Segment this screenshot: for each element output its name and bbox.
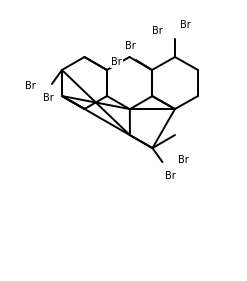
Text: Br: Br — [125, 41, 135, 51]
Text: Br: Br — [165, 171, 176, 181]
Text: Br: Br — [180, 20, 191, 30]
Text: Br: Br — [25, 81, 36, 91]
Text: Br: Br — [111, 57, 122, 67]
Text: Br: Br — [179, 155, 189, 165]
Text: Br: Br — [42, 93, 53, 103]
Text: Br: Br — [152, 26, 163, 36]
